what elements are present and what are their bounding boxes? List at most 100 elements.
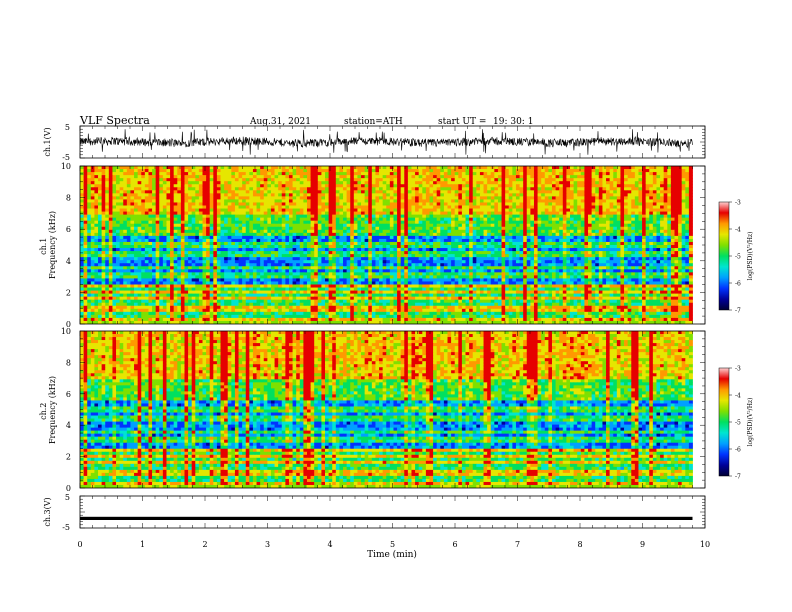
spectrogram-cell — [83, 196, 88, 200]
spectrogram-cell — [274, 226, 279, 231]
spectrogram-cell — [191, 211, 196, 216]
spectrogram-cell — [281, 178, 286, 182]
spectrogram-cell — [198, 238, 203, 243]
spectrogram-cell — [588, 232, 593, 237]
spectrogram-cell — [162, 181, 167, 185]
spectrogram-cell — [299, 178, 304, 182]
spectrogram-cell — [80, 223, 84, 228]
spectrogram-cell — [487, 178, 492, 182]
spectrogram-cell — [685, 232, 690, 237]
spectrogram-cell — [173, 232, 178, 237]
spectrogram-cell — [216, 193, 221, 197]
spectrogram-cell — [573, 178, 578, 182]
spectrogram-cell — [267, 248, 272, 252]
spectrogram-cell — [497, 169, 502, 173]
spectrogram-cell — [116, 214, 121, 219]
spectrogram-cell — [483, 178, 488, 182]
spectrogram-cell — [314, 241, 319, 246]
spectrogram-cell — [144, 220, 149, 225]
spectrogram-cell — [440, 178, 445, 182]
spectrogram-cell — [152, 199, 157, 203]
spectrogram-cell — [375, 214, 380, 219]
spectrogram-cell — [544, 220, 549, 225]
spectrogram-cell — [606, 181, 611, 185]
spectrogram-cell — [108, 248, 113, 252]
spectrogram-cell — [364, 217, 369, 222]
spectrogram-cell — [339, 202, 344, 206]
spectrogram-cell — [570, 241, 574, 246]
spectrogram-cell — [152, 229, 157, 234]
spectrogram-cell — [454, 175, 459, 179]
spectrogram-cell — [260, 190, 265, 194]
spectrogram-cell — [152, 172, 157, 176]
spectrogram-cell — [343, 208, 348, 212]
spectrogram-cell — [580, 238, 585, 243]
spectrogram-cell — [166, 223, 171, 228]
spectrogram-cell — [624, 166, 629, 170]
spectrogram-cell — [245, 187, 250, 191]
spectrogram-cell — [660, 232, 665, 237]
spectrogram-cell — [422, 248, 427, 252]
spectrogram-cell — [570, 166, 574, 170]
spectrogram-cell — [433, 229, 438, 234]
spectrogram-cell — [206, 251, 211, 255]
spectrogram-cell — [180, 199, 185, 203]
spectrogram-cell — [537, 205, 542, 209]
spectrogram-cell — [281, 251, 286, 255]
spectrogram-cell — [688, 214, 693, 219]
spectrogram-cell — [123, 248, 128, 252]
spectrogram-cell — [148, 187, 153, 191]
spectrogram-cell — [368, 208, 373, 212]
spectrogram-cell — [343, 178, 348, 182]
spectrogram-cell — [152, 217, 157, 222]
spectrogram-cell — [285, 226, 290, 231]
spectrogram-cell — [328, 248, 333, 252]
spectrogram-cell — [508, 196, 513, 200]
spectrogram-cell — [231, 178, 236, 182]
spectrogram-cell — [613, 248, 618, 252]
spectrogram-cell — [162, 223, 167, 228]
spectrogram-cell — [602, 238, 607, 243]
spectrogram-cell — [620, 232, 625, 237]
spectrogram-cell — [130, 241, 135, 246]
spectrogram-cell — [447, 190, 452, 194]
spectrogram-cell — [634, 226, 639, 231]
spectrogram-cell — [443, 229, 448, 234]
spectrogram-cell — [260, 205, 265, 209]
spectrogram-cell — [515, 211, 520, 216]
header-station: station=ATH — [344, 117, 403, 127]
spectrogram-cell — [328, 187, 333, 191]
spectrogram-cell — [479, 226, 484, 231]
spectrogram-cell — [562, 193, 567, 197]
spectrogram-cell — [674, 238, 679, 243]
spectrogram-cell — [634, 193, 639, 197]
spectrogram-cell — [559, 220, 564, 225]
spectrogram-cell — [90, 199, 95, 203]
spectrogram-cell — [667, 193, 672, 197]
spectrogram-cell — [134, 229, 139, 234]
spectrogram-cell — [184, 172, 189, 176]
spectrogram-cell — [627, 172, 632, 176]
spectrogram-cell — [123, 245, 128, 249]
spectrogram-cell — [688, 166, 693, 170]
spectrogram-cell — [598, 229, 603, 234]
spectrogram-cell — [220, 248, 225, 252]
spectrogram-cell — [447, 184, 452, 188]
spectrogram-cell — [332, 220, 337, 225]
spectrogram-cell — [274, 181, 279, 185]
spectrogram-cell — [234, 178, 239, 182]
spectrogram-cell — [191, 245, 196, 249]
spectrogram-cell — [119, 178, 124, 182]
spectrogram-cell — [379, 229, 384, 234]
spectrogram-cell — [90, 238, 95, 243]
spectrogram-cell — [296, 226, 301, 231]
spectrogram-cell — [580, 199, 585, 203]
spectrogram-cell — [281, 196, 286, 200]
spectrogram-cell — [170, 202, 175, 206]
spectrogram-cell — [213, 202, 218, 206]
spectrogram-cell — [242, 238, 247, 243]
spectrogram-cell — [461, 245, 466, 249]
spectrogram-cell — [361, 241, 366, 246]
spectrogram-cell — [580, 187, 585, 191]
spectrogram-cell — [533, 175, 538, 179]
